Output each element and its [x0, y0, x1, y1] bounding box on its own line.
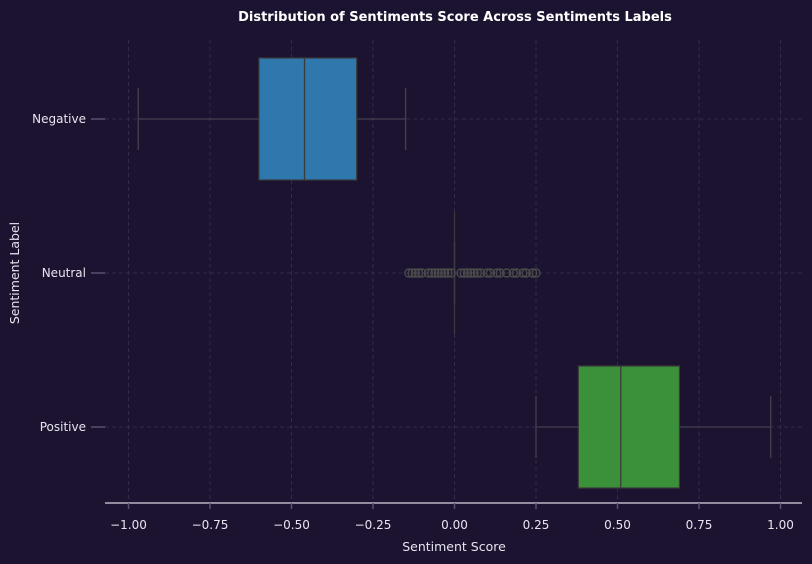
- y-tick-label: Neutral: [42, 266, 86, 280]
- outlier-point: [430, 268, 440, 278]
- outlier-point: [495, 268, 505, 278]
- y-axis: Negative Neutral Positive: [32, 112, 105, 434]
- outlier-point: [469, 268, 479, 278]
- x-tick-label: −1.00: [110, 518, 147, 532]
- outlier-point: [459, 268, 469, 278]
- outlier-point: [462, 268, 473, 278]
- outlier-point: [413, 268, 424, 278]
- x-axis-label: Sentiment Score: [402, 539, 506, 554]
- outlier-point: [466, 268, 476, 278]
- x-tick-label: 0.25: [523, 518, 550, 532]
- outlier-point: [528, 268, 538, 278]
- x-tick-label: −0.50: [273, 518, 310, 532]
- outlier-point: [440, 268, 450, 278]
- x-tick-label: −0.25: [355, 518, 392, 532]
- outlier-point: [492, 268, 502, 278]
- chart-title: Distribution of Sentiments Score Across …: [238, 10, 672, 25]
- outlier-point: [521, 268, 531, 278]
- outlier-point: [472, 268, 483, 278]
- outlier-point: [407, 268, 417, 278]
- outlier-point: [475, 268, 486, 278]
- box-group-negative: [137, 57, 407, 181]
- y-axis-label: Sentiment Label: [7, 222, 22, 324]
- outlier-point: [417, 268, 427, 278]
- outlier-point: [485, 268, 496, 278]
- outlier-point: [436, 268, 447, 278]
- box-group-neutral: [404, 212, 541, 334]
- outlier-point: [531, 268, 541, 278]
- x-tick-label: −0.75: [192, 518, 229, 532]
- y-tick-label: Negative: [32, 112, 86, 126]
- box: [258, 57, 358, 181]
- plot-area: [137, 57, 772, 489]
- outlier-point: [433, 268, 443, 278]
- box-group-positive: [535, 365, 772, 489]
- x-axis: −1.00 −0.75 −0.50 −0.25 0.00 0.25 0.50 0.75 1.00: [110, 503, 794, 532]
- outlier-point: [508, 268, 518, 278]
- x-tick-label: 0.50: [604, 518, 631, 532]
- outlier-point: [501, 268, 512, 278]
- outlier-point: [456, 268, 466, 278]
- outlier-point: [511, 268, 522, 278]
- outlier-point: [482, 268, 492, 278]
- x-tick-label: 0.75: [686, 518, 713, 532]
- outlier-point: [518, 268, 528, 278]
- outlier-point: [410, 268, 421, 278]
- grid: [105, 40, 802, 503]
- outlier-point: [423, 268, 434, 278]
- x-tick-label: 0.00: [441, 518, 468, 532]
- y-tick-label: Positive: [40, 420, 86, 434]
- x-tick-label: 1.00: [767, 518, 794, 532]
- box: [577, 365, 681, 489]
- outlier-point: [443, 268, 453, 278]
- outlier-point: [404, 268, 414, 278]
- outlier-point: [426, 268, 437, 278]
- outlier-point: [446, 268, 456, 278]
